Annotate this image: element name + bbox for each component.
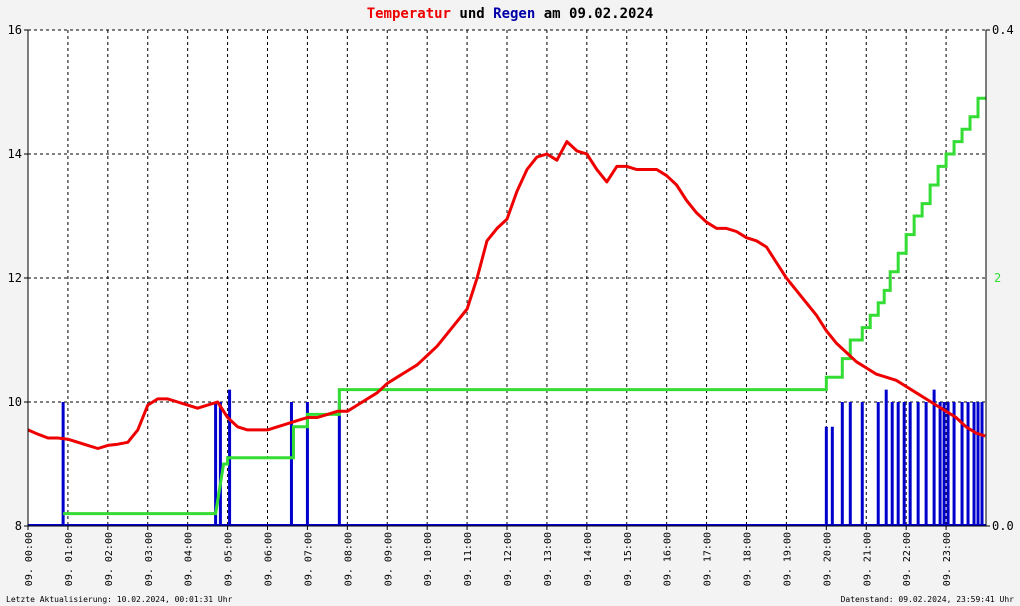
x-tick-label: 09. 00:00 [24, 532, 35, 586]
rain-cumulative-series [63, 96, 986, 516]
x-tick-label: 09. 22:00 [902, 532, 913, 586]
x-tick-label: 09. 03:00 [144, 532, 155, 586]
right-green-label: 2 [994, 271, 1001, 285]
x-tick-label: 09. 21:00 [862, 532, 873, 586]
chart-title: Temperatur und Regen am 09.02.2024 [367, 6, 654, 22]
footer-right: Datenstand: 09.02.2024, 23:59:41 Uhr [841, 595, 1015, 604]
footer-left: Letzte Aktualisierung: 10.02.2024, 00:01… [6, 595, 233, 604]
title-temperature: Temperatur [367, 6, 451, 22]
rain-cumulative-line [63, 96, 986, 516]
left-tick-label: 12 [8, 271, 22, 285]
x-tick-label: 09. 14:00 [583, 532, 594, 586]
x-tick-label: 09. 11:00 [463, 532, 474, 586]
x-tick-label: 09. 16:00 [663, 532, 674, 586]
x-tick-label: 09. 01:00 [64, 532, 75, 586]
title-und: und [451, 6, 493, 22]
x-tick-label: 09. 09:00 [383, 532, 394, 586]
left-tick-label: 8 [15, 519, 22, 533]
temperature-series [27, 140, 986, 450]
right-tick-label: 0.0 [992, 519, 1014, 533]
x-tick-label: 09. 13:00 [543, 532, 554, 586]
left-axis: 8 10 12 14 16 [8, 23, 28, 533]
x-tick-label: 09. 18:00 [743, 532, 754, 586]
temperature-line [27, 140, 986, 450]
left-tick-label: 14 [8, 147, 22, 161]
x-tick-label: 09. 08:00 [343, 532, 354, 586]
x-tick-label: 09. 05:00 [224, 532, 235, 586]
x-tick-label: 09. 06:00 [264, 532, 275, 586]
x-tick-label: 09. 10:00 [423, 532, 434, 586]
x-tick-label: 09. 12:00 [503, 532, 514, 586]
rain-bars [28, 389, 986, 526]
x-tick-label: 09. 23:00 [942, 532, 953, 586]
x-tick-label: 09. 07:00 [303, 532, 314, 586]
right-tick-label: 0.4 [992, 23, 1014, 37]
x-tick-label: 09. 20:00 [822, 532, 833, 586]
grid [28, 29, 986, 526]
left-tick-label: 10 [8, 395, 22, 409]
title-date: am 09.02.2024 [535, 6, 653, 22]
x-tick-label: 09. 15:00 [623, 532, 634, 586]
x-tick-label: 09. 02:00 [104, 532, 115, 586]
x-tick-label: 09. 04:00 [184, 532, 195, 586]
x-tick-label: 09. 17:00 [703, 532, 714, 586]
right-axis: 0.0 0.4 2 [986, 23, 1014, 533]
x-axis: 09. 00:00 09. 01:00 09. 02:00 09. 03:00 09. … [24, 526, 953, 586]
title-regen: Regen [493, 6, 535, 22]
x-tick-label: 09. 19:00 [782, 532, 793, 586]
left-tick-label: 16 [8, 23, 22, 37]
